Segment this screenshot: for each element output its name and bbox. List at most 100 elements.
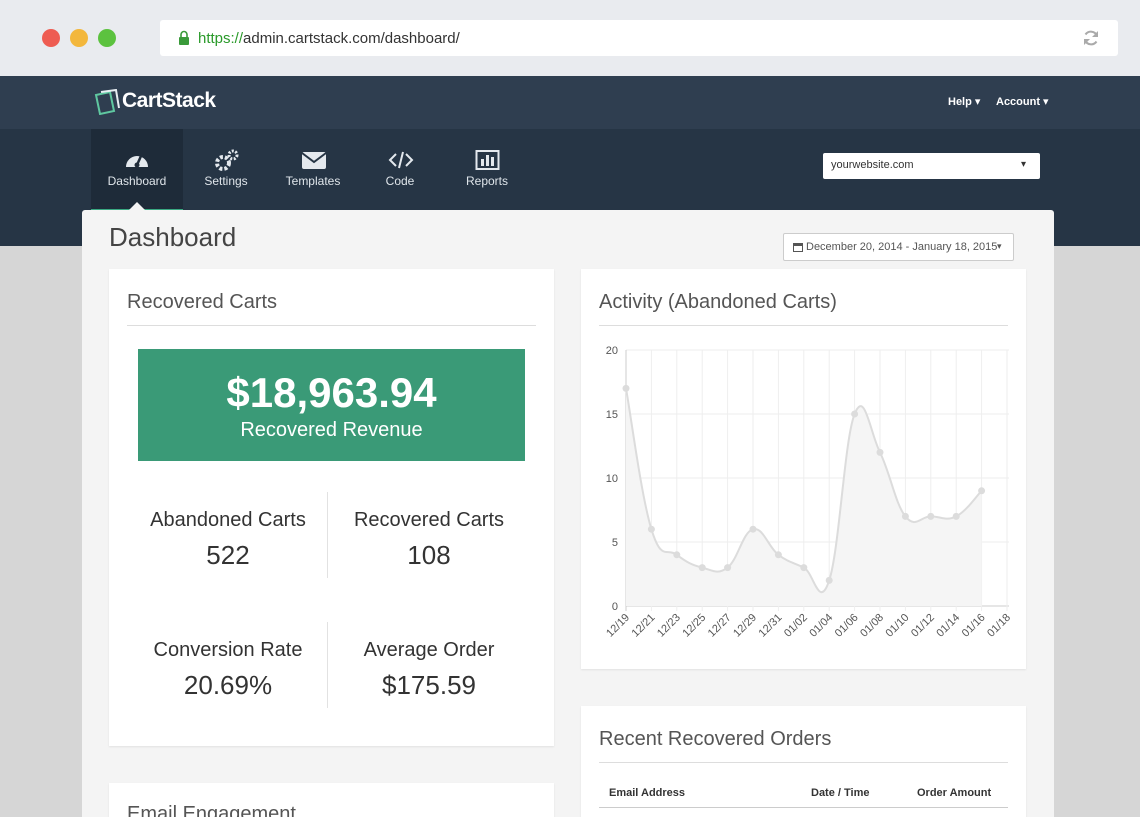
x-tick-label: 12/19: [604, 612, 632, 640]
stat-label: Abandoned Carts: [150, 509, 306, 531]
x-tick-label: 01/08: [858, 612, 886, 640]
column-header[interactable]: Order Amount: [917, 787, 992, 799]
x-tick-label: 01/12: [909, 612, 937, 640]
minimize-button[interactable]: [70, 29, 88, 47]
orders-card: Recent Recovered Orders Email Address Da…: [581, 706, 1026, 817]
url-scheme: https://: [198, 30, 244, 47]
dashboard-icon: [126, 155, 148, 168]
x-tick-label: 12/25: [680, 612, 708, 640]
table-rule: [599, 807, 1008, 808]
site-select-value: yourwebsite.com: [831, 159, 914, 171]
x-tick-label: 12/27: [706, 612, 734, 640]
y-tick-label: 5: [612, 537, 618, 549]
point: [927, 512, 935, 520]
point: [851, 410, 859, 418]
stat-label: Conversion Rate: [153, 639, 303, 661]
x-tick-label: 12/29: [731, 612, 759, 640]
point: [647, 525, 655, 533]
site-select[interactable]: yourwebsite.com ▾: [823, 153, 1040, 179]
y-tick-label: 0: [612, 601, 618, 613]
url: https://admin.cartstack.com/dashboard/: [198, 30, 460, 47]
account-menu[interactable]: Account ▾: [996, 96, 1049, 108]
reload-icon[interactable]: [1082, 29, 1100, 47]
nav-templates[interactable]: Templates: [267, 129, 359, 209]
y-tick-label: 10: [606, 473, 618, 485]
logo-icon: [94, 89, 120, 115]
stat: Recovered Carts 108: [329, 509, 529, 571]
point: [952, 512, 960, 520]
browser-chrome: https://admin.cartstack.com/dashboard/: [0, 0, 1140, 76]
nav-dashboard[interactable]: Dashboard: [91, 129, 183, 211]
stat-value: 108: [407, 540, 451, 570]
point: [901, 512, 909, 520]
stat-value: $175.59: [382, 670, 476, 700]
chart: 0 5 10 15 20 12/1912/2112/2312/2512/2712/2912…: [604, 345, 1013, 640]
nav-label: Code: [385, 174, 415, 188]
x-tick-label: 01/18: [985, 612, 1013, 640]
column-header[interactable]: Email Address: [609, 787, 686, 799]
lock-icon: [179, 30, 189, 45]
chart-card: Activity (Abandoned Carts) 0 5 10 15 20 12/19…: [581, 269, 1026, 669]
divider: [127, 325, 536, 326]
point: [622, 384, 630, 392]
nav-settings[interactable]: Settings: [180, 129, 272, 209]
point: [724, 564, 732, 572]
nav-reports[interactable]: Reports: [441, 129, 533, 209]
calendar-icon: [793, 243, 803, 252]
nav-label: Templates: [285, 174, 341, 188]
nav-label: Settings: [204, 174, 248, 188]
x-tick-label: 01/14: [934, 612, 962, 640]
point: [774, 551, 782, 559]
point: [825, 576, 833, 584]
stat-divider: [327, 492, 328, 578]
chart-title: Activity (Abandoned Carts): [599, 291, 837, 313]
nav-label: Dashboard: [107, 174, 167, 188]
line: [625, 388, 983, 594]
stat: Average Order $175.59: [329, 639, 529, 701]
code-icon: [388, 151, 414, 169]
page-title: Dashboard: [109, 222, 237, 252]
point: [800, 564, 808, 572]
logo-text[interactable]: CartStack: [122, 89, 216, 112]
point: [978, 487, 986, 495]
active-caret: [129, 202, 145, 210]
x-tick-label: 12/23: [655, 612, 683, 640]
reports-icon: [475, 150, 500, 170]
help-label: Help: [948, 96, 972, 108]
stat: Abandoned Carts 522: [128, 509, 328, 571]
app-header: CartStack Help ▾ Account ▾: [0, 76, 1140, 129]
x-tick-label: 12/21: [630, 612, 658, 640]
x-tick-label: 01/10: [884, 612, 912, 640]
help-menu[interactable]: Help ▾: [948, 96, 981, 108]
select-caret: ▾: [1021, 159, 1027, 170]
maximize-button[interactable]: [98, 29, 116, 47]
y-tick-label: 15: [606, 409, 618, 421]
divider: [599, 762, 1008, 763]
x-tick-label: 01/02: [782, 612, 810, 640]
divider: [599, 325, 1008, 326]
date-range-button[interactable]: December 20, 2014 - January 18, 2015 ▾: [783, 233, 1014, 261]
revenue-box: $18,963.94 Recovered Revenue: [138, 349, 525, 461]
nav-label: Reports: [465, 174, 509, 188]
close-button[interactable]: [42, 29, 60, 47]
stat: Conversion Rate 20.69%: [128, 639, 328, 701]
nav-code[interactable]: Code: [354, 129, 446, 209]
card-title: Email Engagement: [127, 803, 296, 817]
url-rest: admin.cartstack.com/dashboard/: [243, 30, 460, 47]
card-title: Recovered Carts: [127, 291, 278, 313]
y-tick-label: 20: [606, 345, 618, 357]
column-header[interactable]: Date / Time: [811, 787, 870, 799]
point: [749, 525, 757, 533]
revenue-value: $18,963.94: [226, 369, 437, 416]
date-range-label: December 20, 2014 - January 18, 2015: [806, 241, 998, 253]
address-bar[interactable]: https://admin.cartstack.com/dashboard/: [160, 20, 1118, 56]
settings-icon: [215, 149, 239, 171]
recovered-card: Recovered Carts $18,963.94 Recovered Rev…: [109, 269, 554, 746]
x-tick-label: 01/16: [960, 612, 988, 640]
stat-label: Recovered Carts: [353, 509, 505, 531]
account-label: Account: [996, 96, 1040, 108]
stat-value: 522: [206, 540, 250, 570]
x-tick-label: 01/06: [833, 612, 861, 640]
card-title: Recent Recovered Orders: [599, 728, 832, 750]
